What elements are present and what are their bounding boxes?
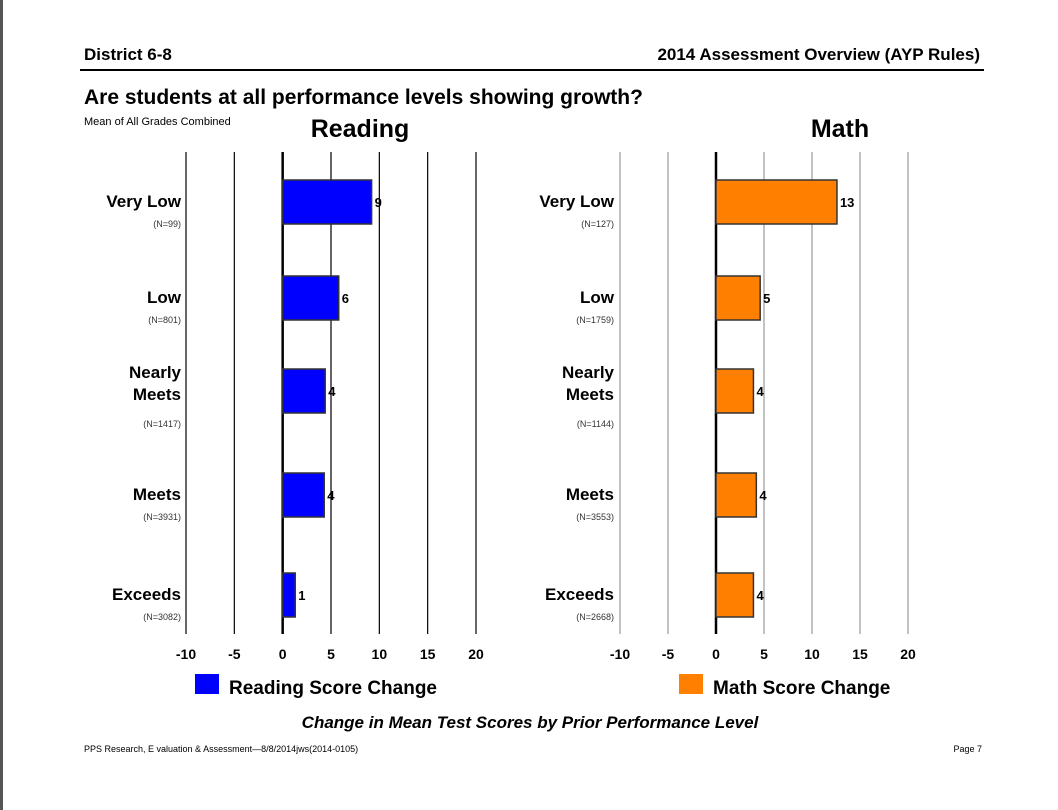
bar xyxy=(715,572,755,618)
n-count-label: (N=99) xyxy=(153,219,181,229)
chart-title: Math xyxy=(811,115,869,143)
x-tick-label: 20 xyxy=(468,646,484,662)
category-label: Nearly xyxy=(562,363,615,382)
bar xyxy=(281,572,296,618)
category-label: Low xyxy=(580,288,615,307)
bar-value-label: 4 xyxy=(327,488,335,503)
n-count-label: (N=1759) xyxy=(576,315,614,325)
bar-value-label: 4 xyxy=(328,384,336,399)
bar-value-label: 1 xyxy=(298,588,305,603)
category-label: Meets xyxy=(133,385,181,404)
x-tick-label: 15 xyxy=(420,646,436,662)
category-label: Meets xyxy=(566,485,614,504)
legend-swatch xyxy=(679,674,703,694)
n-count-label: (N=1144) xyxy=(577,419,614,429)
chart-title: Reading xyxy=(311,115,410,143)
bar-value-label: 5 xyxy=(763,291,770,306)
n-count-label: (N=801) xyxy=(148,315,181,325)
bar xyxy=(715,368,755,414)
footer-right: Page 7 xyxy=(953,744,982,754)
category-label: Meets xyxy=(133,485,181,504)
legend-label: Reading Score Change xyxy=(229,678,437,699)
category-label: Very Low xyxy=(539,192,614,211)
n-count-label: (N=1417) xyxy=(143,419,181,429)
x-tick-label: 5 xyxy=(327,646,335,662)
footer-left: PPS Research, E valuation & Assessment—8… xyxy=(84,744,358,754)
legend-swatch xyxy=(195,674,219,694)
bar xyxy=(281,179,373,225)
category-label: Nearly xyxy=(129,363,182,382)
n-count-label: (N=2668) xyxy=(576,612,614,622)
x-tick-label: -5 xyxy=(662,646,675,662)
n-count-label: (N=3082) xyxy=(143,612,181,622)
bar-value-label: 4 xyxy=(756,384,764,399)
x-tick-label: 20 xyxy=(900,646,916,662)
bar xyxy=(715,472,758,518)
reading-chart: Reading -10 -5 0 5 10 15 20 Very Low (N=99) 9 Low (N… xyxy=(106,115,484,699)
bar-value-label: 9 xyxy=(375,195,382,210)
question-title: Are students at all performance levels s… xyxy=(84,86,643,109)
x-tick-label: -5 xyxy=(228,646,241,662)
math-chart: Math -10 -5 0 5 10 15 20 Very Low (N=127) 13 Low (N=… xyxy=(539,115,916,699)
n-count-label: (N=3931) xyxy=(143,512,181,522)
x-tick-label: 10 xyxy=(804,646,820,662)
bar xyxy=(715,275,761,321)
category-label: Meets xyxy=(566,385,614,404)
page-border xyxy=(0,0,3,810)
bar-value-label: 4 xyxy=(756,588,764,603)
bar-value-label: 13 xyxy=(840,195,854,210)
x-tick-label: 15 xyxy=(852,646,868,662)
x-tick-label: 0 xyxy=(712,646,720,662)
bar-value-label: 4 xyxy=(759,488,767,503)
header-left: District 6-8 xyxy=(84,45,172,64)
category-label: Low xyxy=(147,288,182,307)
bar xyxy=(281,472,325,518)
x-tick-label: 5 xyxy=(760,646,768,662)
n-count-label: (N=127) xyxy=(581,219,614,229)
bar-value-label: 6 xyxy=(342,291,349,306)
category-label: Exceeds xyxy=(112,585,181,604)
bar xyxy=(281,275,340,321)
x-tick-label: 10 xyxy=(372,646,388,662)
legend-label: Math Score Change xyxy=(713,678,890,699)
n-count-label: (N=3553) xyxy=(576,512,614,522)
category-label: Very Low xyxy=(106,192,181,211)
x-tick-label: -10 xyxy=(176,646,196,662)
x-tick-label: 0 xyxy=(279,646,287,662)
bar xyxy=(715,179,838,225)
bar xyxy=(281,368,326,414)
subtitle: Mean of All Grades Combined xyxy=(84,116,231,128)
chart-caption: Change in Mean Test Scores by Prior Perf… xyxy=(302,713,760,732)
header-right: 2014 Assessment Overview (AYP Rules) xyxy=(657,45,980,64)
category-label: Exceeds xyxy=(545,585,614,604)
x-tick-label: -10 xyxy=(610,646,630,662)
